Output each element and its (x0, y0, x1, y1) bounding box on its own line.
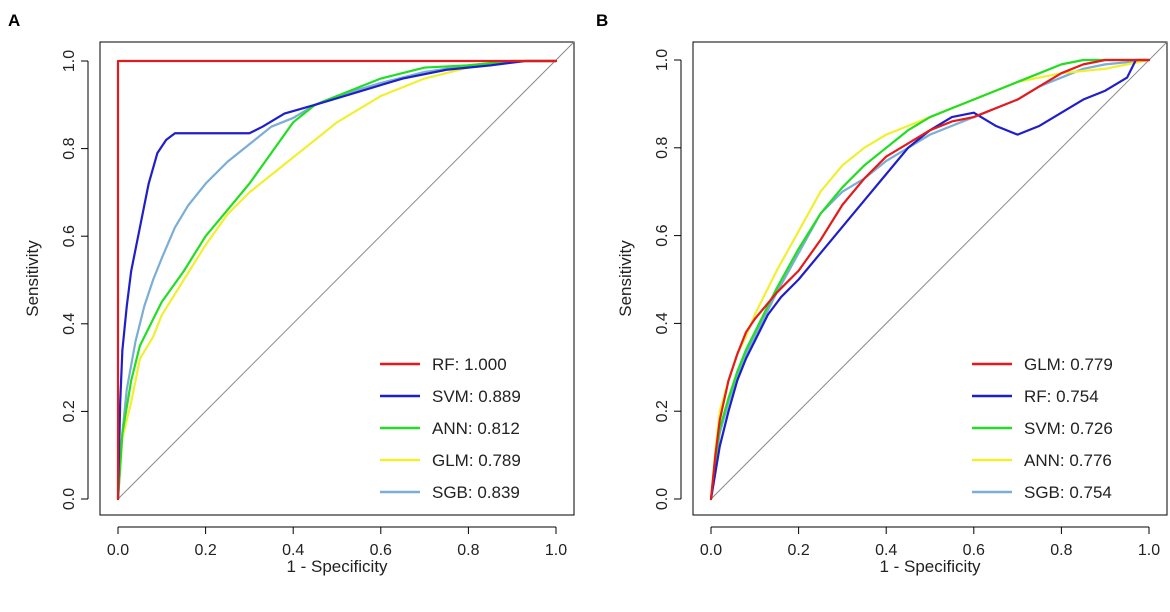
y-tick-label: 0.8 (654, 137, 671, 159)
chart-panel-a: A0.0 0.2 0.4 0.6 0.8 1.00.00.20.40.60.81.01 -… (8, 11, 574, 576)
x-tick-label: 0.2 (194, 542, 216, 559)
legend-label-svm: SVM: 0.889 (432, 387, 521, 406)
y-axis-label: Sensitivity (23, 240, 42, 317)
x-tick-label: 1.0 (545, 542, 567, 559)
panel-letter: B (596, 11, 608, 30)
y-axis-label: Sensitivity (616, 240, 635, 317)
x-tick-label: 0.8 (1050, 542, 1072, 559)
roc-figure: A 0.0 0.2 0.4 0.6 0.8 1.0 0.0 0.2 0.4 0.6 0.8 1.0 1 -… (0, 0, 1170, 612)
legend-label-ann: ANN: 0.812 (432, 419, 520, 438)
legend-label-glm: GLM: 0.789 (432, 451, 521, 470)
legend-label-sgb: SGB: 0.839 (432, 483, 520, 502)
legend-label-rf: RF: 1.000 (432, 355, 507, 374)
legend-label-ann: ANN: 0.776 (1024, 451, 1112, 470)
y-tick-label: 0.6 (654, 224, 671, 246)
x-tick-label: 0.2 (787, 542, 809, 559)
y-tick-label: 0.4 (654, 312, 671, 334)
y-tick-label: 0.2 (61, 400, 78, 422)
y-tick-label: 1.0 (654, 49, 671, 71)
x-axis-label: 1 - Specificity (879, 557, 981, 576)
x-tick-label: 0.0 (700, 542, 722, 559)
x-axis-label: 1 - Specificity (286, 557, 388, 576)
y-tick-label: 0.0 (61, 488, 78, 510)
y-tick-label: 0.4 (61, 313, 78, 335)
legend-label-glm: GLM: 0.779 (1024, 355, 1113, 374)
chart-panel-b: B0.0 0.2 0.4 0.6 0.8 1.00.00.20.40.60.81.01 -… (596, 11, 1167, 576)
x-tick-label: 0.8 (457, 542, 479, 559)
y-tick-label: 0.2 (654, 400, 671, 422)
legend-label-rf: RF: 0.754 (1024, 387, 1099, 406)
y-tick-label: 0.0 (654, 488, 671, 510)
y-tick-label: 0.8 (61, 137, 78, 159)
legend-label-svm: SVM: 0.726 (1024, 419, 1113, 438)
y-tick-label: 1.0 (61, 50, 78, 72)
panel-letter: A (8, 11, 20, 30)
y-tick-label: 0.6 (61, 225, 78, 247)
x-tick-label: 0.0 (107, 542, 129, 559)
x-tick-label: 1.0 (1138, 542, 1160, 559)
legend-label-sgb: SGB: 0.754 (1024, 483, 1112, 502)
